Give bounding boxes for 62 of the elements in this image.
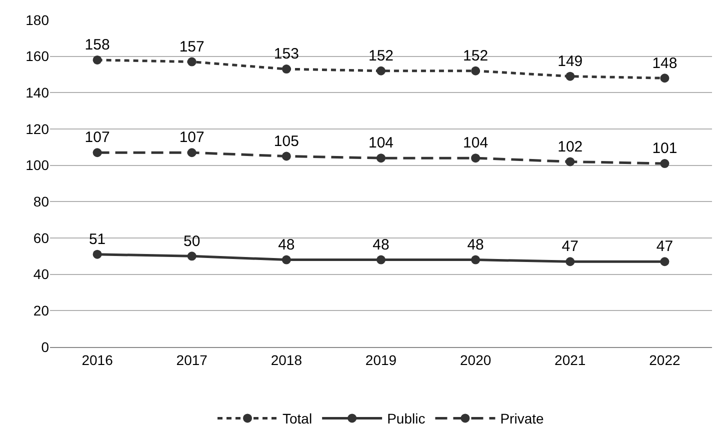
data-label: 148	[652, 54, 678, 72]
point	[282, 152, 291, 161]
legend-label: Private	[500, 410, 544, 427]
x-tick-label: 2019	[365, 352, 397, 368]
data-label: 47	[656, 238, 674, 256]
point	[92, 55, 102, 64]
data-label: 104	[368, 134, 394, 152]
data-label: 105	[274, 132, 299, 150]
data-label: 50	[184, 232, 200, 250]
y-tick-label: 140	[26, 84, 50, 101]
data-label: 51	[88, 230, 106, 248]
x-tick-label: 2020	[460, 352, 492, 368]
data-label: 149	[558, 52, 583, 70]
data-label: 102	[558, 138, 583, 156]
point	[282, 64, 291, 74]
x-tick-label: 2021	[554, 352, 586, 368]
point	[471, 66, 480, 76]
point	[566, 72, 575, 81]
y-tick-label: 100	[26, 157, 50, 174]
data-label: 152	[368, 47, 394, 64]
data-label: 153	[274, 46, 299, 63]
y-tick-label: 120	[26, 120, 50, 137]
point	[187, 252, 196, 261]
x-tick-label: 2018	[270, 352, 302, 368]
x-tick-label: 2017	[176, 352, 208, 368]
x-tick-label: 2022	[649, 352, 680, 368]
point	[471, 255, 480, 264]
data-label: 101	[652, 140, 678, 158]
point	[187, 148, 196, 158]
point	[660, 159, 670, 168]
y-tick-label: 160	[26, 48, 50, 64]
point	[376, 66, 386, 76]
data-label: 48	[372, 236, 390, 254]
y-tick-label: 80	[33, 194, 50, 210]
point	[660, 257, 670, 266]
point	[660, 74, 670, 83]
data-label: 48	[278, 236, 295, 254]
data-label: 157	[179, 38, 204, 56]
data-label: 104	[463, 134, 488, 152]
point	[282, 255, 291, 264]
y-tick-label: 180	[26, 12, 50, 28]
data-label: 107	[84, 129, 110, 146]
y-tick-label: 60	[33, 230, 50, 246]
point	[92, 250, 102, 259]
y-tick-label: 40	[33, 266, 50, 282]
point	[566, 257, 575, 266]
point	[92, 148, 102, 158]
data-label: 48	[467, 236, 484, 254]
point	[187, 57, 196, 66]
point	[376, 255, 386, 264]
data-label: 107	[179, 129, 204, 146]
point	[376, 154, 386, 163]
legend-label: Total	[282, 410, 312, 427]
x-tick-label: 2016	[82, 352, 114, 368]
data-label: 158	[84, 36, 110, 54]
data-label: 152	[463, 47, 488, 64]
point	[471, 154, 480, 163]
y-tick-label: 0	[41, 338, 50, 355]
legend-label: Public	[387, 410, 426, 427]
y-tick-label: 20	[33, 302, 50, 319]
point	[566, 157, 575, 166]
data-label: 47	[562, 238, 578, 256]
